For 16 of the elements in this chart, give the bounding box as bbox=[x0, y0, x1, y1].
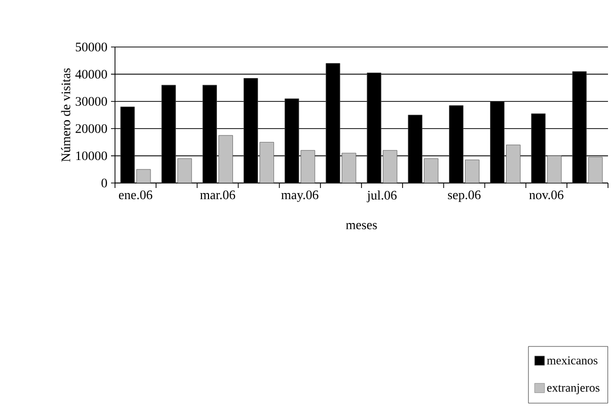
y-tick-label: 30000 bbox=[76, 97, 108, 106]
y-tick-label: 20000 bbox=[76, 124, 108, 133]
x-tick-label: nov.06 bbox=[529, 190, 564, 200]
x-axis-title: meses bbox=[346, 223, 377, 230]
x-tick-label: jul.06 bbox=[366, 190, 397, 202]
legend-label: extranjeros bbox=[547, 384, 600, 394]
y-axis-title: Número de visitas bbox=[61, 68, 70, 162]
y-tick-label: 40000 bbox=[75, 70, 108, 79]
y-tick-label: 10000 bbox=[76, 151, 108, 160]
x-tick-label: may.06 bbox=[281, 190, 318, 202]
legend-label: mexicanos bbox=[546, 356, 598, 364]
x-tick-label: sep.06 bbox=[448, 190, 481, 202]
x-tick-label: mar.06 bbox=[200, 190, 236, 200]
x-tick-label: ene.06 bbox=[118, 190, 152, 200]
y-tick-label: 0 bbox=[102, 178, 108, 188]
y-tick-label: 50000 bbox=[76, 42, 108, 52]
